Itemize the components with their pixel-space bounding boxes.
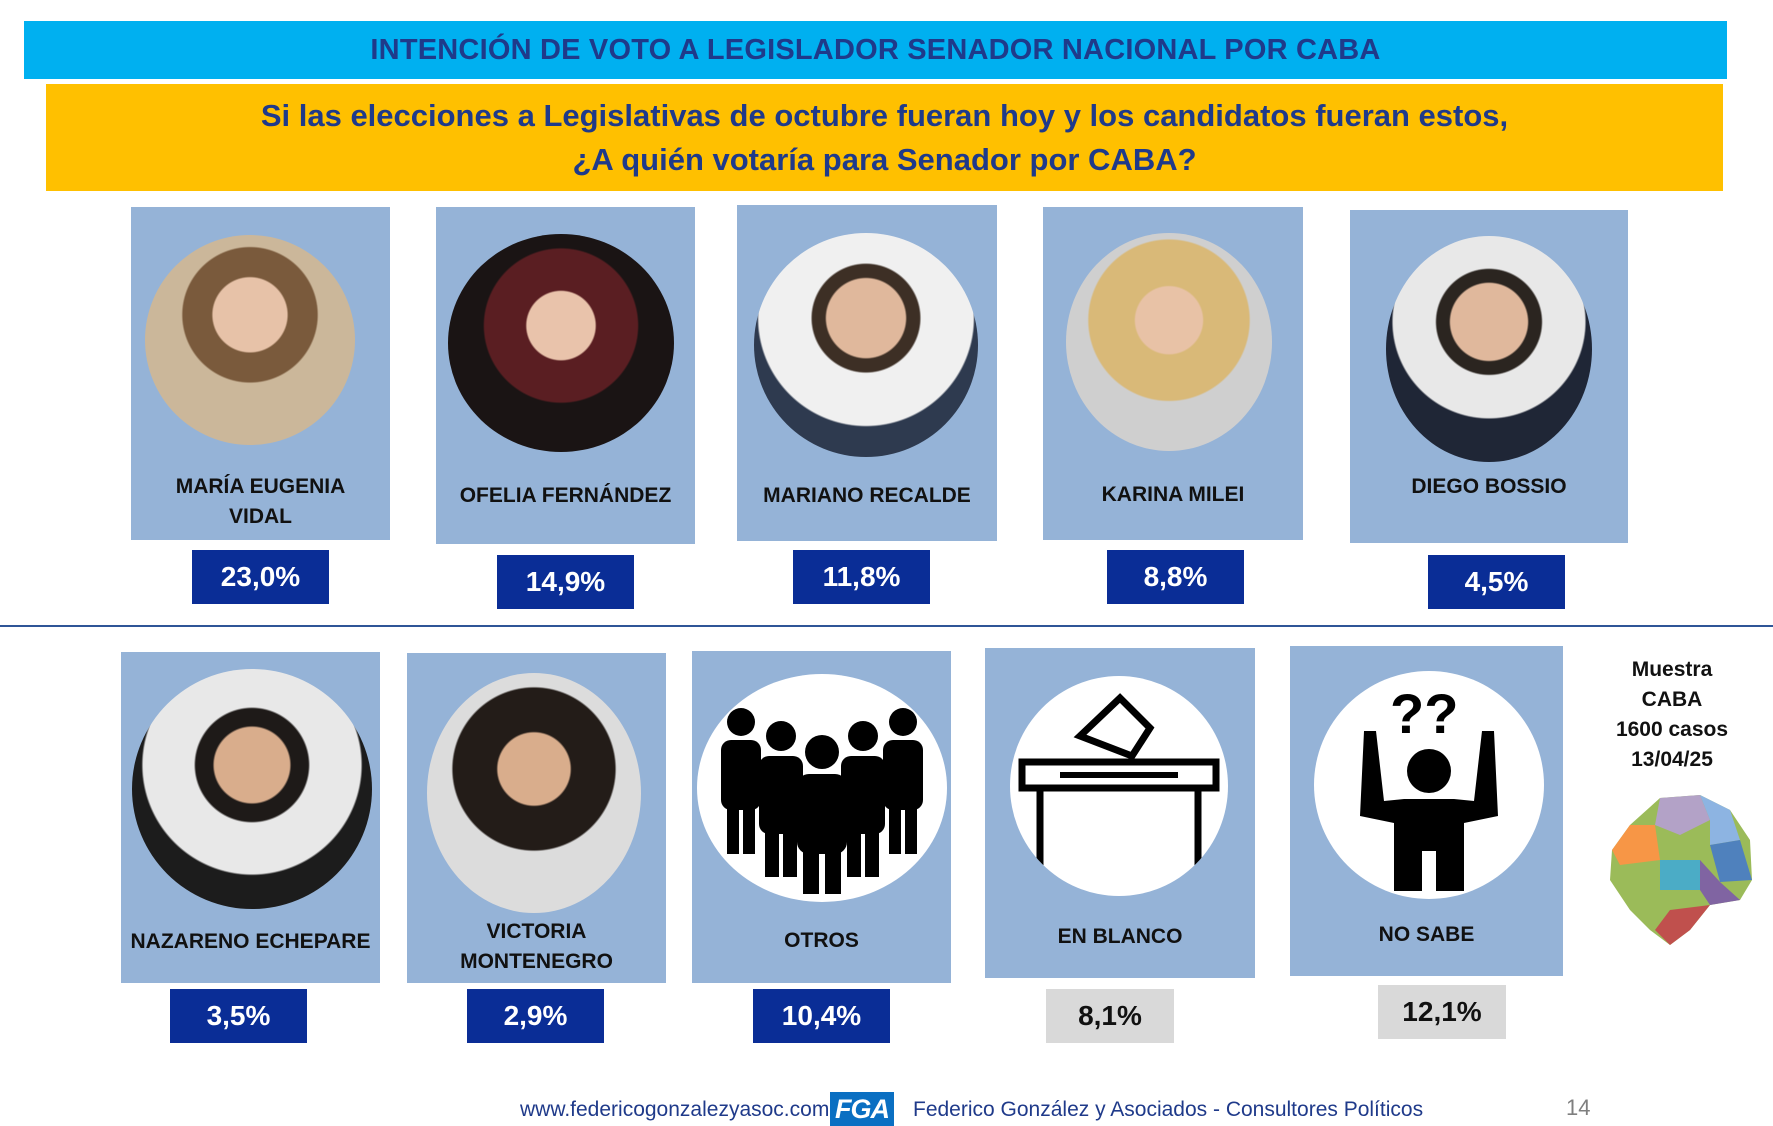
candidate-card-bossio: DIEGO BOSSIO xyxy=(1350,210,1628,543)
option-card-no-sabe: ?? NO SABE xyxy=(1290,646,1563,976)
candidate-card-vidal: MARÍA EUGENIA VIDAL xyxy=(131,207,390,540)
sample-info: Muestra CABA 1600 casos 13/04/25 xyxy=(1615,658,1729,771)
option-card-otros: OTROS xyxy=(692,651,951,983)
candidate-card-fernandez: OFELIA FERNÁNDEZ xyxy=(436,207,695,544)
group-people-icon xyxy=(697,674,947,902)
person-photo-icon xyxy=(1386,236,1592,462)
candidate-card-recalde: MARIANO RECALDE xyxy=(737,205,997,541)
question-person-icon: ?? xyxy=(1314,671,1544,899)
vote-percentage: 14,9% xyxy=(497,555,634,609)
vote-percentage: 3,5% xyxy=(170,989,307,1043)
vote-percentage: 23,0% xyxy=(192,550,329,604)
company-name: Federico González y Asociados - Consulto… xyxy=(913,1098,1424,1121)
candidate-name: OFELIA FERNÁNDEZ xyxy=(459,484,672,507)
vote-percentage: 11,8% xyxy=(793,550,930,604)
caba-map-icon xyxy=(1600,790,1760,950)
candidate-name: VICTORIA MONTENEGRO xyxy=(460,920,613,973)
candidate-name: NAZARENO ECHEPARE xyxy=(130,930,371,953)
question-line-1: Si las elecciones a Legislativas de octu… xyxy=(260,97,1509,133)
option-name: OTROS xyxy=(784,929,859,952)
website-link[interactable]: www.federicogonzalezyasoc.com xyxy=(520,1098,830,1121)
candidate-card-echepare: NAZARENO ECHEPARE xyxy=(121,652,380,983)
person-photo-icon xyxy=(427,673,641,913)
vote-percentage: 8,1% xyxy=(1046,989,1174,1043)
option-name: NO SABE xyxy=(1378,923,1475,946)
slide-title: INTENCIÓN DE VOTO A LEGISLADOR SENADOR N… xyxy=(24,21,1727,79)
person-photo-icon xyxy=(145,235,355,445)
option-name: EN BLANCO xyxy=(1057,925,1183,948)
question-banner: Si las elecciones a Legislativas de octu… xyxy=(46,84,1723,191)
option-card-en-blanco: EN BLANCO xyxy=(985,648,1255,978)
page-number: 14 xyxy=(1566,1095,1591,1120)
person-photo-icon xyxy=(132,669,372,909)
vote-percentage: 10,4% xyxy=(753,989,890,1043)
fga-logo: FGA xyxy=(830,1092,894,1126)
candidate-card-milei: KARINA MILEI xyxy=(1043,207,1303,540)
person-photo-icon xyxy=(754,233,978,457)
question-line-2: ¿A quién votaría para Senador por CABA? xyxy=(572,141,1197,177)
person-photo-icon xyxy=(1066,233,1272,451)
candidate-name: MARÍA EUGENIA VIDAL xyxy=(175,475,346,528)
svg-text:??: ?? xyxy=(1390,682,1458,745)
section-divider xyxy=(0,625,1773,627)
vote-percentage: 8,8% xyxy=(1107,550,1244,604)
vote-percentage: 4,5% xyxy=(1428,555,1565,609)
candidate-name: DIEGO BOSSIO xyxy=(1411,475,1567,498)
vote-percentage: 12,1% xyxy=(1378,985,1506,1039)
candidate-name: MARIANO RECALDE xyxy=(763,484,971,507)
candidate-card-montenegro: VICTORIA MONTENEGRO xyxy=(407,653,666,983)
vote-percentage: 2,9% xyxy=(467,989,604,1043)
candidate-name: KARINA MILEI xyxy=(1101,483,1245,506)
person-photo-icon xyxy=(448,234,674,452)
ballot-box-icon xyxy=(1010,676,1228,896)
